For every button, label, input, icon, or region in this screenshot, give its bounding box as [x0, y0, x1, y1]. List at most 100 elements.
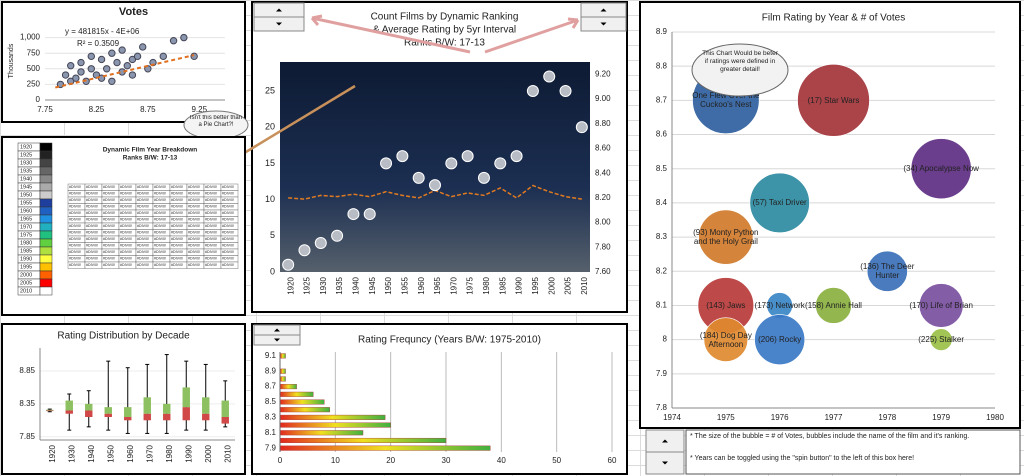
- year-label: 1985: [20, 248, 32, 254]
- year-swatch: [39, 158, 53, 168]
- box-upper: [221, 400, 229, 417]
- cell-text: #DIV/0!: [86, 231, 98, 235]
- marker: [363, 208, 376, 221]
- cell-text: #DIV/0!: [171, 263, 183, 267]
- y-tick-label: 7.9: [656, 369, 668, 378]
- cell-text: #DIV/0!: [103, 257, 115, 261]
- x-tick-label: 1979: [932, 413, 950, 422]
- x-tick-label: 1945: [368, 276, 377, 294]
- bubble-label: (184) Dog Day Afternoon: [699, 330, 752, 349]
- year-swatch: [39, 270, 53, 280]
- point: [108, 49, 116, 57]
- cell-text: #DIV/0!: [120, 231, 132, 235]
- cell-text: #DIV/0!: [86, 211, 98, 215]
- cell-text: #DIV/0!: [205, 192, 217, 196]
- bubble-label: (136) The Deer Hunter: [860, 262, 915, 281]
- x-tick-label: 40: [497, 456, 506, 465]
- cell-text: #DIV/0!: [171, 250, 183, 254]
- cell-text: #DIV/0!: [103, 211, 115, 215]
- panel: [1, 1, 246, 123]
- cell-text: #DIV/0!: [137, 237, 149, 241]
- cell-text: #DIV/0!: [120, 198, 132, 202]
- year-swatch: [39, 286, 53, 296]
- cell-text: #DIV/0!: [86, 263, 98, 267]
- cell-text: #DIV/0!: [154, 263, 166, 267]
- cell-text: #DIV/0!: [171, 218, 183, 222]
- cell-text: #DIV/0!: [171, 244, 183, 248]
- box-lower: [104, 413, 112, 417]
- x-tick-label: 50: [552, 456, 561, 465]
- cell-text: #DIV/0!: [86, 192, 98, 196]
- x-tick-label: 20: [386, 456, 395, 465]
- cell-text: #DIV/0!: [205, 250, 217, 254]
- cell-text: #DIV/0!: [103, 250, 115, 254]
- cell-text: #DIV/0!: [103, 185, 115, 189]
- year-swatch: [39, 214, 53, 224]
- y-tick-label: 8.7: [265, 382, 277, 391]
- cell-text: #DIV/0!: [222, 192, 234, 196]
- box-lower: [221, 417, 229, 424]
- cell-text: #DIV/0!: [171, 205, 183, 209]
- table-title: Dynamic Film Year Breakdown: [103, 147, 198, 154]
- cell-text: #DIV/0!: [205, 218, 217, 222]
- y-tick-label: 9.00: [595, 94, 611, 103]
- bubble-label: (57) Taxi Driver: [752, 198, 807, 208]
- year-label: 1935: [20, 168, 32, 174]
- x-tick-label: 2010: [223, 444, 232, 462]
- x-tick-label: 1930: [67, 444, 76, 462]
- spin-arrow: [662, 461, 668, 465]
- year-label: 1945: [20, 184, 32, 190]
- x-tick-label: 1925: [303, 276, 312, 294]
- bubble-label: (170) Life of Brian: [909, 300, 973, 310]
- cell-text: #DIV/0!: [171, 211, 183, 215]
- year-swatch: [39, 150, 53, 160]
- x-tick-label: 1950: [384, 276, 393, 294]
- cell-text: #DIV/0!: [86, 198, 98, 202]
- cell-text: #DIV/0!: [154, 237, 166, 241]
- cell-text: #DIV/0!: [69, 263, 81, 267]
- note-box: * The size of the bubble = # of Votes, b…: [690, 433, 969, 440]
- cell-text: #DIV/0!: [103, 244, 115, 248]
- cell-text: #DIV/0!: [205, 244, 217, 248]
- cell-text: #DIV/0!: [86, 250, 98, 254]
- marker: [543, 70, 556, 83]
- y-tick-label: 7.80: [595, 242, 611, 251]
- cell-text: #DIV/0!: [154, 257, 166, 261]
- cell-text: #DIV/0!: [205, 257, 217, 261]
- cell-text: #DIV/0!: [205, 224, 217, 228]
- cell-text: #DIV/0!: [154, 198, 166, 202]
- chart-subtitle: & Average Rating by 5yr Interval: [373, 25, 516, 36]
- cell-text: #DIV/0!: [188, 198, 200, 202]
- cell-text: #DIV/0!: [120, 211, 132, 215]
- bubble: [918, 283, 964, 328]
- x-tick-label: 8.25: [89, 105, 105, 114]
- cell-text: #DIV/0!: [222, 263, 234, 267]
- box-upper: [85, 403, 93, 411]
- chart-title: Count Films by Dynamic Ranking: [371, 12, 519, 23]
- year-label: 1990: [20, 256, 32, 262]
- bar: [279, 445, 491, 451]
- bar: [279, 391, 314, 397]
- spin-arrow: [276, 22, 282, 26]
- cell-text: #DIV/0!: [86, 257, 98, 261]
- cell-text: #DIV/0!: [154, 211, 166, 215]
- y-tick-label: 8.5: [656, 164, 668, 173]
- marker: [282, 258, 295, 271]
- year-swatch: [39, 222, 53, 232]
- x-tick-label: 1940: [352, 276, 361, 294]
- year-swatch: [39, 182, 53, 192]
- year-label: 1950: [20, 192, 32, 198]
- bubble-label-box: (143) Jaws: [706, 301, 745, 310]
- x-tick-label: 1978: [878, 413, 896, 422]
- x-tick-label: 8.75: [140, 105, 156, 114]
- x-tick-label: 1975: [466, 276, 475, 294]
- year-label: 2010: [20, 288, 32, 294]
- year-label: 1940: [20, 176, 32, 182]
- marker: [314, 237, 327, 250]
- box-lower: [65, 410, 73, 414]
- cell-text: #DIV/0!: [188, 257, 200, 261]
- y-tick-label: 8.5: [265, 397, 277, 406]
- cell-text: #DIV/0!: [120, 263, 132, 267]
- cell-text: #DIV/0!: [171, 231, 183, 235]
